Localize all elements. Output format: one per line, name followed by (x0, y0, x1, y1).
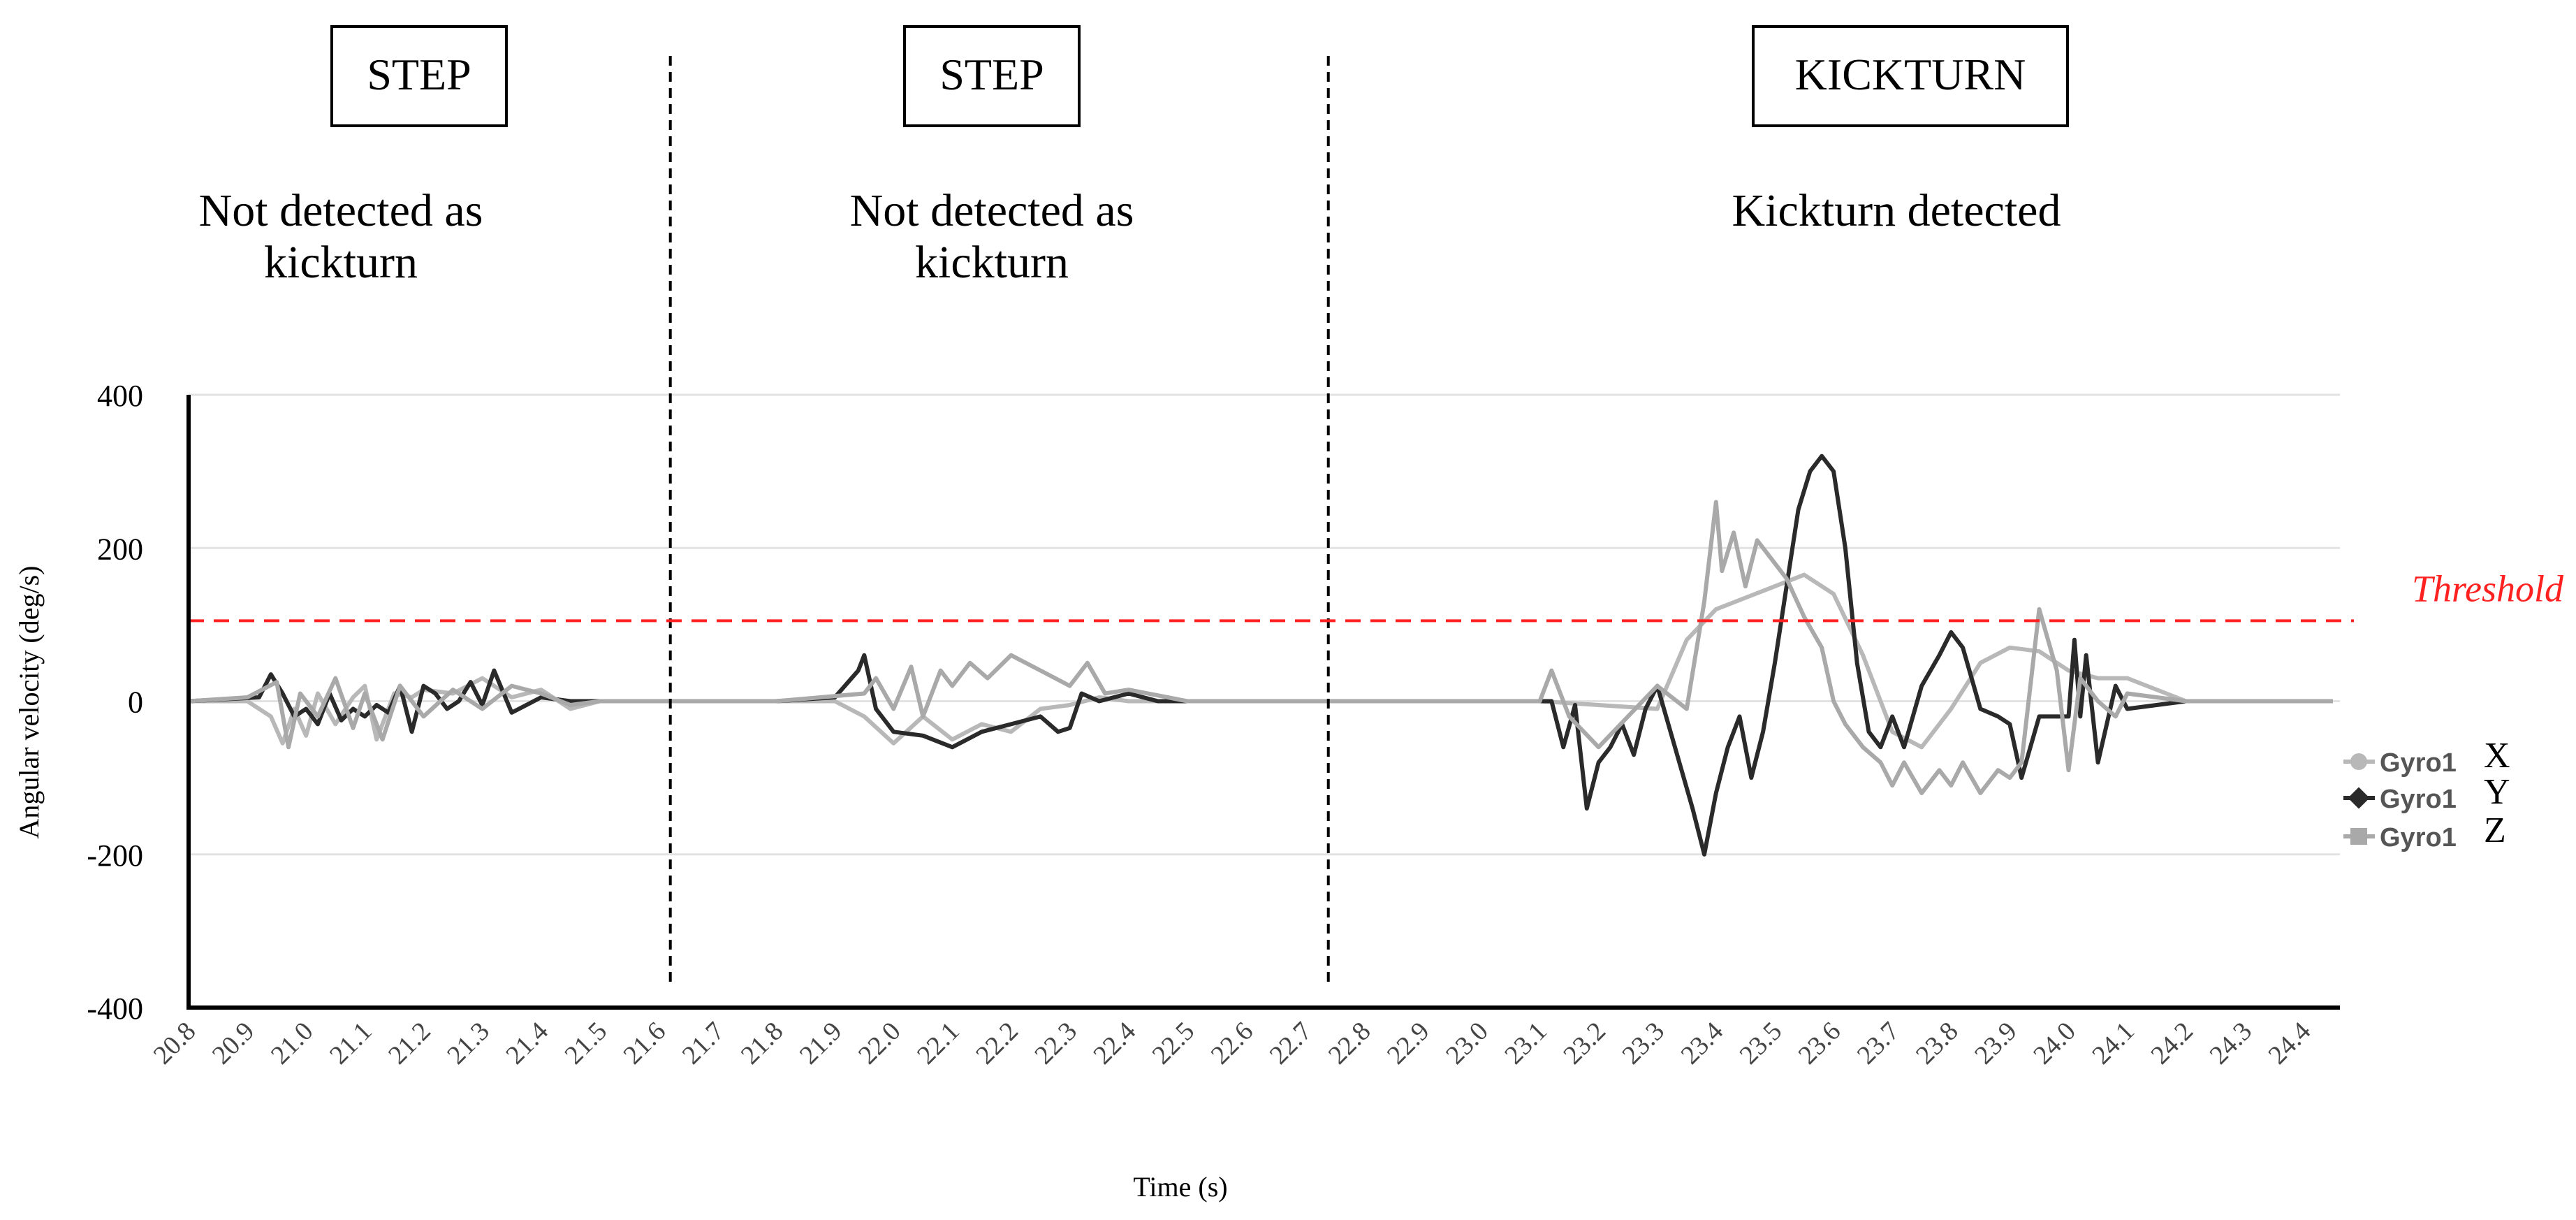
x-tick-label: 20.9 (207, 1017, 261, 1070)
x-tick-label: 21.6 (618, 1017, 672, 1070)
x-tick-label: 22.1 (912, 1017, 965, 1070)
section-caption: kickturn (264, 237, 418, 288)
section-box-label: STEP (939, 50, 1044, 99)
x-tick-label: 22.8 (1323, 1017, 1377, 1070)
section-caption: Kickturn detected (1732, 185, 2061, 236)
y-tick-label: -400 (87, 992, 143, 1026)
x-tick-label: 24.2 (2145, 1017, 2199, 1070)
section-box-label: KICKTURN (1795, 50, 2026, 99)
x-tick-label: 22.6 (1206, 1017, 1259, 1070)
legend-marker-circle-icon (2350, 753, 2367, 770)
legend-axis-label: Z (2484, 811, 2506, 850)
x-tick-label: 23.0 (1440, 1017, 1494, 1070)
y-tick-label: 0 (128, 685, 143, 720)
legend: Gyro1 X Gyro1 Y Gyro1 Z (2343, 736, 2510, 852)
x-tick-label: 23.8 (1910, 1017, 1964, 1070)
x-tick-label: 21.0 (265, 1017, 319, 1070)
y-tick-label: 400 (97, 379, 143, 413)
legend-axis-label: Y (2484, 772, 2510, 812)
x-tick-labels: 20.8 20.9 21.0 21.1 21.2 21.3 21.4 21.5 21.6 21.7… (148, 1017, 2317, 1070)
x-tick-label: 22.9 (1382, 1017, 1435, 1070)
section-box (1752, 25, 2069, 127)
x-tick-label: 21.4 (500, 1017, 554, 1070)
x-tick-label: 23.4 (1675, 1017, 1729, 1070)
x-tick-label: 23.7 (1852, 1017, 1905, 1070)
x-tick-label: 24.4 (2263, 1017, 2317, 1070)
x-tick-label: 24.1 (2086, 1017, 2140, 1070)
x-tick-label: 21.1 (324, 1017, 378, 1070)
legend-marker-square-icon (2350, 828, 2367, 845)
section-dividers (668, 56, 1330, 985)
x-tick-label: 20.8 (148, 1017, 202, 1070)
section-caption: kickturn (915, 237, 1069, 288)
series-lines (188, 453, 2333, 857)
x-tick-label: 21.9 (794, 1017, 848, 1070)
section-box-label: STEP (367, 50, 471, 99)
x-tick-label: 23.1 (1499, 1017, 1553, 1070)
x-tick-label: 21.7 (677, 1017, 731, 1070)
x-tick-label: 23.9 (1969, 1017, 2023, 1070)
y-tick-labels: 400 200 0 -200 -400 (87, 379, 143, 1026)
legend-axis-label: X (2484, 736, 2510, 776)
x-axis-label: Time (s) (1133, 1171, 1227, 1203)
x-tick-label: 24.3 (2204, 1017, 2257, 1070)
x-tick-label: 22.5 (1147, 1017, 1201, 1070)
legend-series-name: Gyro1 (2380, 748, 2457, 778)
x-tick-label: 23.5 (1734, 1017, 1788, 1070)
y-tick-label: 200 (97, 532, 143, 566)
y-axis-label: Angular velocity (deg/s) (13, 566, 45, 839)
legend-series-name: Gyro1 (2380, 823, 2457, 852)
x-tick-label: 23.2 (1558, 1017, 1611, 1070)
series-line-z (188, 500, 2333, 795)
section-box (330, 25, 508, 127)
x-tick-label: 21.5 (559, 1017, 613, 1070)
x-tick-label: 22.2 (970, 1017, 1024, 1070)
section-caption: Not detected as (199, 185, 483, 236)
x-tick-label: 24.0 (2028, 1017, 2081, 1070)
legend-marker-diamond-icon (2348, 787, 2370, 809)
series-line-y (188, 453, 2333, 857)
x-tick-label: 22.0 (853, 1017, 907, 1070)
y-tick-label: -200 (87, 838, 143, 873)
section-caption: Not detected as (850, 185, 1134, 236)
x-tick-label: 22.7 (1264, 1017, 1318, 1070)
section-box (903, 25, 1081, 127)
x-tick-label: 21.3 (441, 1017, 495, 1070)
series-line-x (189, 572, 2333, 750)
x-tick-label: 21.2 (383, 1017, 437, 1070)
x-tick-label: 22.4 (1088, 1017, 1141, 1070)
threshold-label: Threshold (2412, 567, 2564, 609)
x-tick-label: 23.6 (1793, 1017, 1847, 1070)
x-tick-label: 21.8 (736, 1017, 789, 1070)
x-tick-label: 22.3 (1029, 1017, 1083, 1070)
legend-series-name: Gyro1 (2380, 785, 2457, 814)
gridlines (189, 393, 2340, 856)
x-tick-label: 23.3 (1616, 1017, 1670, 1070)
